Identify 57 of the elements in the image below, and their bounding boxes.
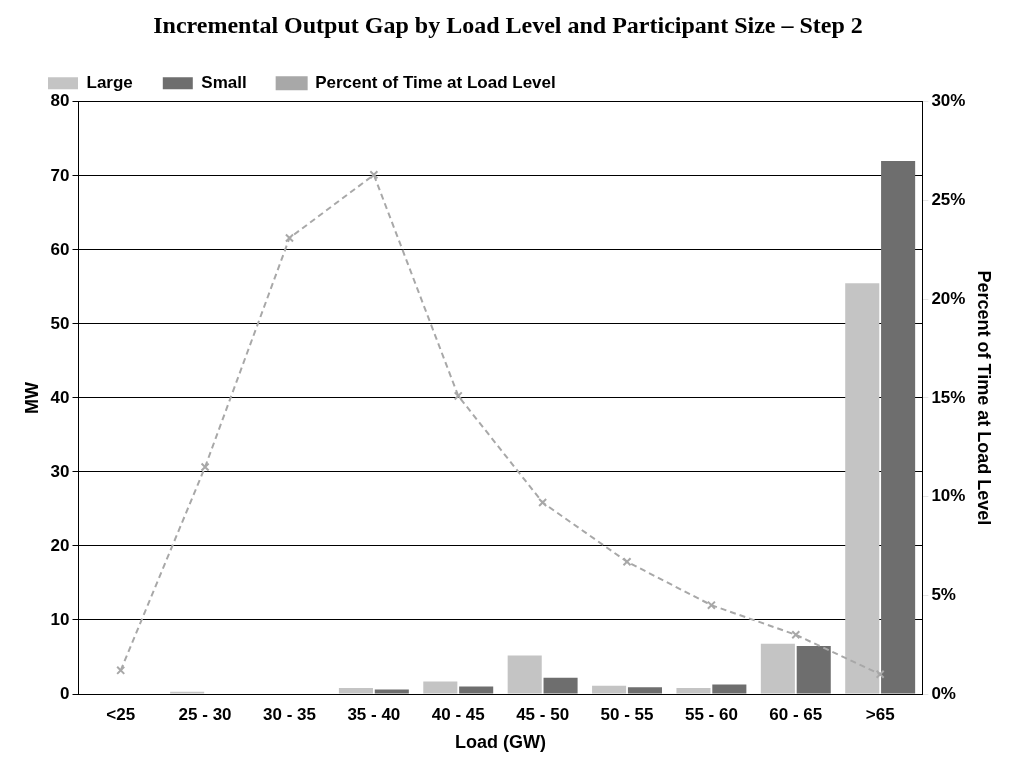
y-tick-label: 70 (50, 165, 70, 185)
bar (881, 161, 916, 694)
x-tick-label: 25 - 30 (178, 704, 232, 724)
y2-axis-title: Percent of Time at Load Level (974, 270, 995, 526)
point (284, 233, 295, 243)
x-axis-title: Load (GW) (454, 732, 546, 753)
y-tick-label: 50 (50, 313, 70, 333)
bar (760, 643, 795, 694)
bar (712, 684, 747, 694)
point (538, 497, 548, 508)
y2-tick-label: 0% (931, 683, 956, 703)
bar (459, 686, 494, 694)
legend-label: Small (201, 72, 247, 92)
point (200, 462, 210, 472)
y-tick-label: 40 (50, 387, 70, 407)
y2-tick-label: 5% (931, 584, 956, 604)
y2-tick-label: 10% (931, 486, 966, 506)
bar (507, 655, 542, 694)
bar (338, 688, 373, 694)
x-tick-label: 40 - 45 (431, 704, 485, 724)
y2-tick-label: 30% (931, 91, 966, 111)
y2-tick-label: 15% (931, 387, 966, 407)
legend-label: Percent of Time at Load Level (315, 72, 556, 92)
x-tick-label: 30 - 35 (263, 704, 316, 724)
y-tick-label: 80 (50, 91, 70, 111)
legend-label: Large (86, 72, 133, 92)
x-tick-label: 55 - 60 (684, 704, 738, 724)
x-tick-label: 35 - 40 (347, 704, 401, 724)
point (369, 170, 379, 180)
x-tick-label: 60 - 65 (769, 704, 823, 724)
point (706, 600, 716, 610)
point (875, 669, 885, 679)
bar (676, 688, 711, 694)
x-tick-label: <25 (106, 704, 136, 724)
y-tick-label: 0 (60, 683, 70, 703)
y-tick-label: 10 (50, 609, 70, 629)
bar (627, 687, 662, 694)
bar (374, 689, 409, 694)
y-tick-label: 60 (50, 239, 70, 259)
x-tick-label: >65 (865, 704, 895, 724)
bar (845, 283, 880, 694)
point (116, 665, 126, 675)
x-tick-label: 45 - 50 (516, 704, 570, 724)
bar (796, 645, 831, 694)
y-axis-title: MW (21, 381, 42, 414)
point (791, 630, 801, 640)
bar (423, 681, 458, 694)
y-tick-label: 20 (50, 535, 70, 555)
point (622, 557, 632, 567)
point (453, 391, 463, 401)
x-tick-label: 50 - 55 (600, 704, 654, 724)
y2-tick-label: 20% (931, 288, 966, 308)
bar (592, 685, 627, 694)
chart-title: Incremental Output Gap by Load Level and Participant Size – Step 2 (153, 11, 863, 38)
y-tick-label: 30 (50, 461, 70, 481)
y2-tick-label: 25% (931, 190, 966, 210)
bar (543, 677, 578, 694)
